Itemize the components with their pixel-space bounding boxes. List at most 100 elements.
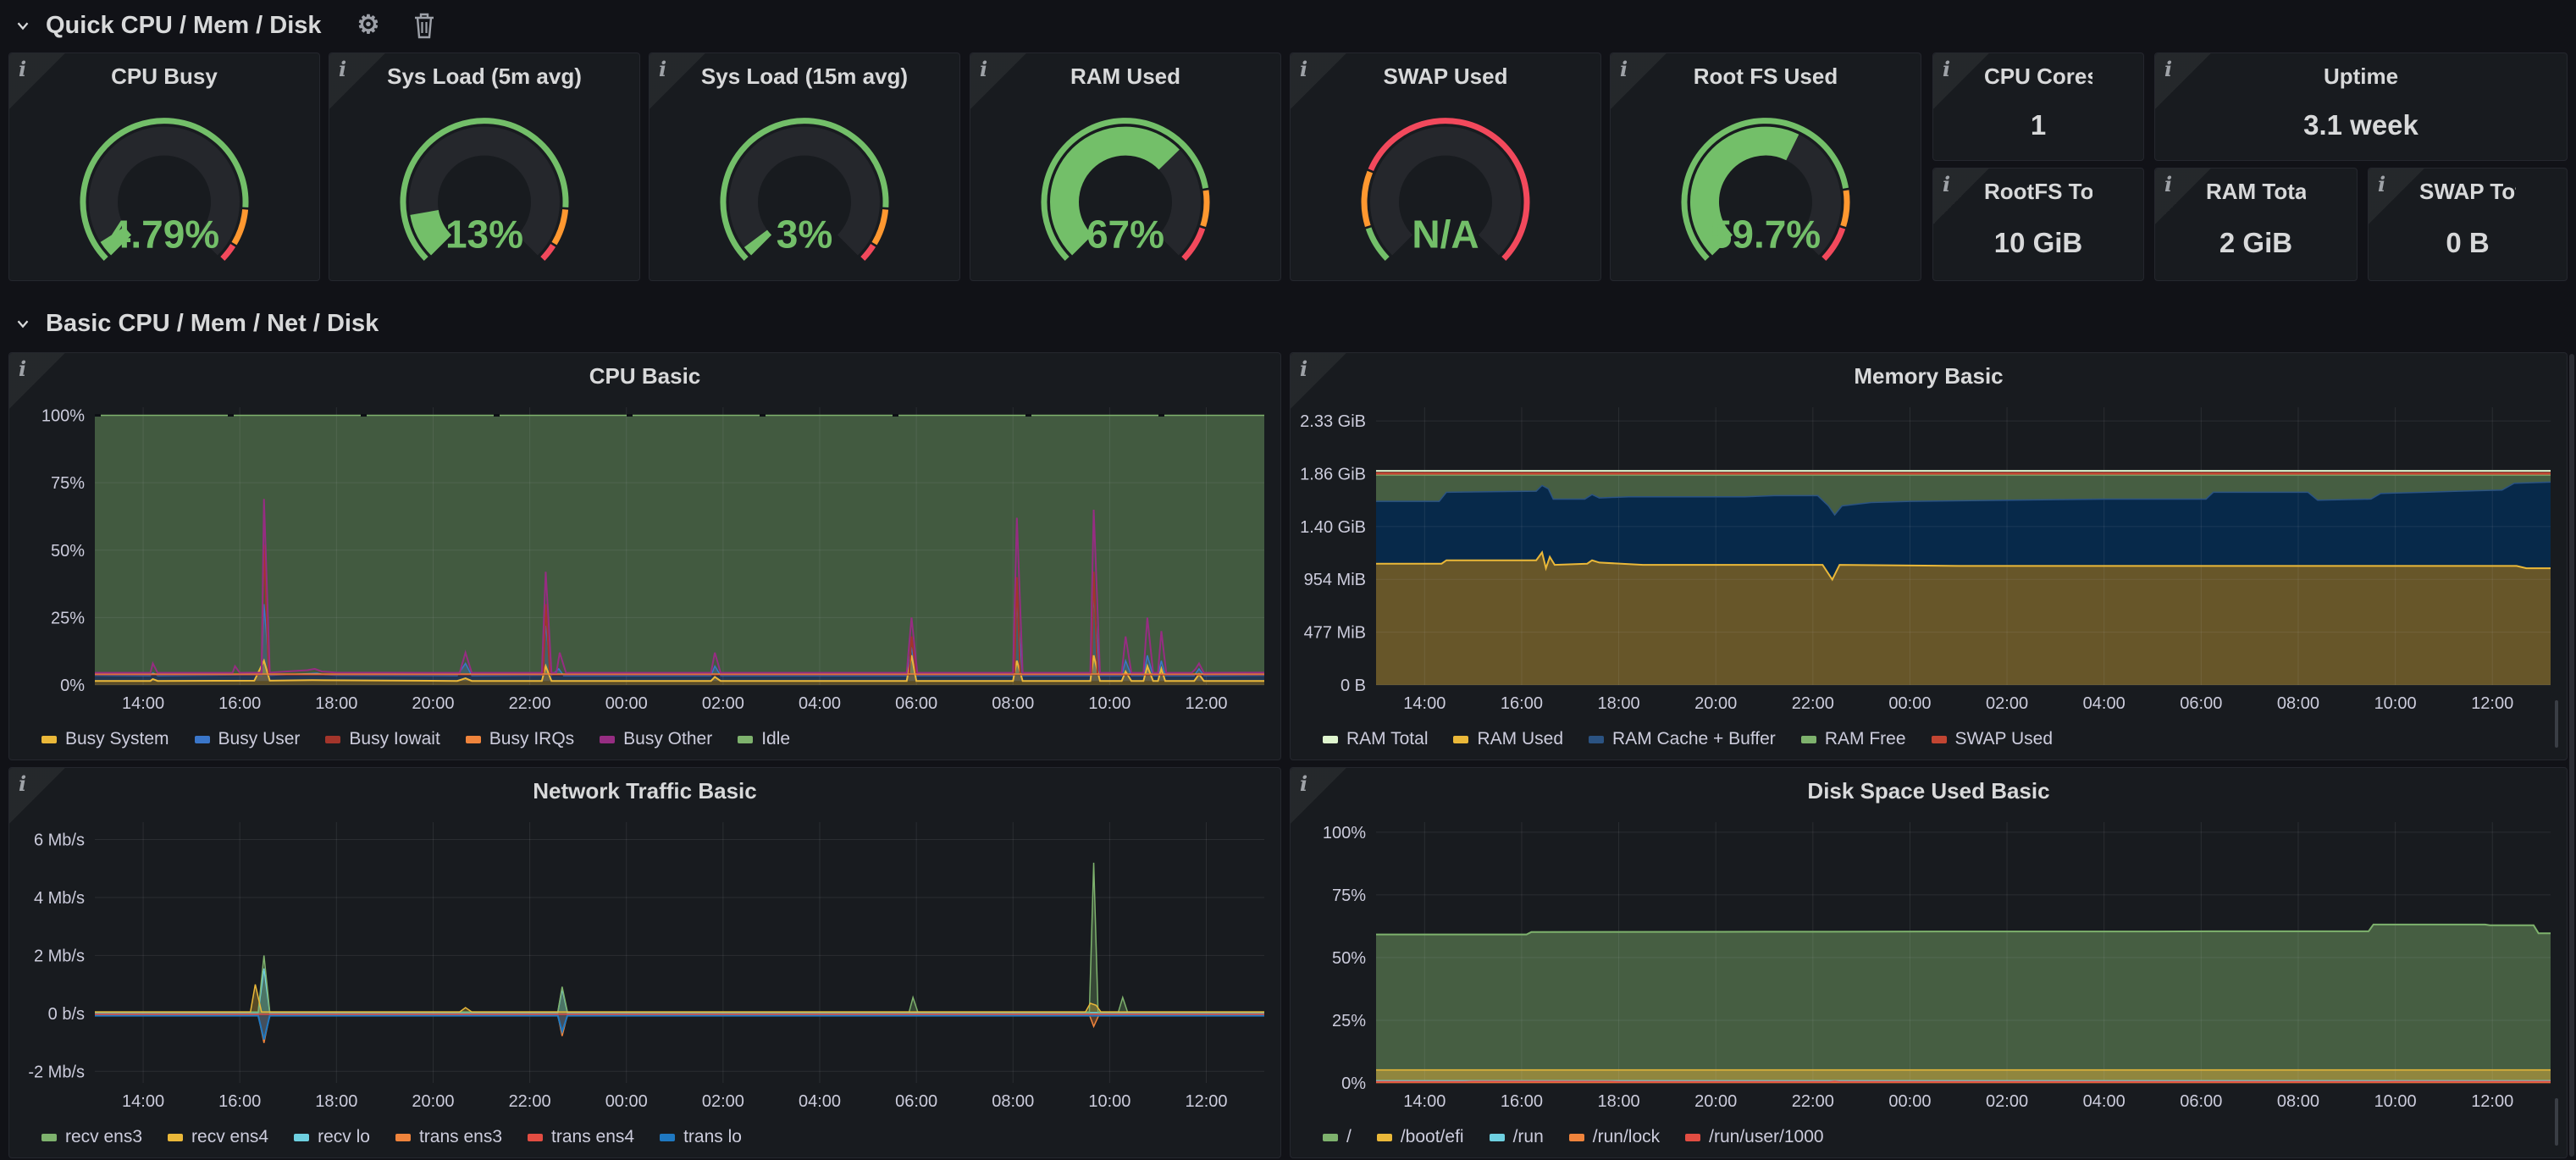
y-axis-tick: 75% bbox=[1332, 887, 1366, 905]
x-axis-tick: 04:00 bbox=[2083, 694, 2125, 713]
legend-label: recv ens3 bbox=[65, 1127, 142, 1147]
legend-item-busy-other[interactable]: Busy Other bbox=[600, 729, 712, 749]
cpu-basic-chart-canvas[interactable]: 0%25%50%75%100%14:0016:0018:0020:0022:00… bbox=[10, 397, 1280, 715]
legend-item--run-lock[interactable]: /run/lock bbox=[1569, 1127, 1660, 1147]
legend-item--boot-efi[interactable]: /boot/efi bbox=[1377, 1127, 1464, 1147]
panel-info-icon[interactable]: i bbox=[2155, 53, 2211, 109]
legend-scrollbar[interactable] bbox=[2555, 1098, 2558, 1146]
stat-value: 2 GiB bbox=[2155, 227, 2357, 259]
legend-item-busy-user[interactable]: Busy User bbox=[195, 729, 301, 749]
legend-item--[interactable]: / bbox=[1323, 1127, 1352, 1147]
gauge-threshold-arc bbox=[1203, 191, 1207, 226]
legend-item-trans-ens3[interactable]: trans ens3 bbox=[395, 1127, 502, 1147]
x-axis-tick: 02:00 bbox=[1986, 694, 2028, 713]
legend-item-recv-ens3[interactable]: recv ens3 bbox=[41, 1127, 142, 1147]
panel-info-icon[interactable]: i bbox=[1933, 53, 1989, 109]
panel-network-traffic-basic: i Network Traffic Basic -2 Mb/s0 b/s2 Mb… bbox=[8, 767, 1281, 1158]
panel-title[interactable]: SWAP Total bbox=[2419, 179, 2516, 205]
series-area-RAM Used bbox=[1376, 552, 2551, 685]
disk-space-chart-canvas[interactable]: 0%25%50%75%100%14:0016:0018:0020:0022:00… bbox=[1291, 812, 2566, 1113]
panel-title[interactable]: RAM Total bbox=[2206, 179, 2306, 205]
series-area-trans lo bbox=[95, 1014, 1264, 1040]
stat-value: 1 bbox=[1933, 109, 2143, 141]
x-axis-tick: 18:00 bbox=[315, 694, 357, 713]
panel-sys-load-15m: i Sys Load (15m avg) 3% bbox=[649, 52, 960, 281]
y-axis-tick: 25% bbox=[1332, 1012, 1366, 1030]
chevron-down-icon bbox=[14, 16, 32, 35]
page-scrollbar-thumb[interactable] bbox=[2569, 354, 2574, 1157]
panel-title[interactable]: Sys Load (15m avg) bbox=[700, 64, 909, 90]
panel-title[interactable]: Uptime bbox=[2206, 64, 2516, 90]
row-delete-trash-icon[interactable] bbox=[412, 10, 437, 41]
legend-item-ram-total[interactable]: RAM Total bbox=[1323, 729, 1428, 749]
row-header-quick-cpu-mem-disk[interactable]: Quick CPU / Mem / Disk ⚙ bbox=[14, 7, 437, 44]
legend-item-recv-lo[interactable]: recv lo bbox=[294, 1127, 370, 1147]
x-axis-tick: 04:00 bbox=[799, 1092, 841, 1111]
legend-item-busy-system[interactable]: Busy System bbox=[41, 729, 169, 749]
x-axis-tick: 14:00 bbox=[122, 1092, 164, 1111]
legend-scrollbar[interactable] bbox=[2555, 700, 2558, 748]
x-axis-tick: 12:00 bbox=[1185, 1092, 1227, 1111]
panel-title[interactable]: CPU Busy bbox=[60, 64, 268, 90]
panel-title[interactable]: RootFS Total bbox=[1984, 179, 2092, 205]
panel-title[interactable]: Root FS Used bbox=[1661, 64, 1870, 90]
y-axis-tick: 2 Mb/s bbox=[34, 947, 85, 965]
y-axis-tick: 25% bbox=[51, 609, 85, 627]
panel-title[interactable]: RAM Used bbox=[1021, 64, 1230, 90]
legend-item-trans-lo[interactable]: trans lo bbox=[660, 1127, 742, 1147]
memory-basic-chart-canvas[interactable]: 0 B477 MiB954 MiB1.40 GiB1.86 GiB2.33 Gi… bbox=[1291, 397, 2566, 715]
x-axis-tick: 06:00 bbox=[2180, 1092, 2222, 1111]
y-axis-tick: -2 Mb/s bbox=[28, 1063, 85, 1081]
legend-item-ram-cache-buffer[interactable]: RAM Cache + Buffer bbox=[1589, 729, 1776, 749]
panel-title[interactable]: Network Traffic Basic bbox=[60, 778, 1230, 804]
legend-item-swap-used[interactable]: SWAP Used bbox=[1932, 729, 2054, 749]
gauge-value: 67% bbox=[1086, 213, 1164, 257]
x-axis-tick: 12:00 bbox=[1185, 694, 1227, 713]
legend-item-ram-free[interactable]: RAM Free bbox=[1801, 729, 1906, 749]
y-axis-tick: 100% bbox=[41, 407, 85, 426]
x-axis-tick: 02:00 bbox=[702, 1092, 744, 1111]
panel-info-icon[interactable]: i bbox=[2369, 168, 2424, 224]
panel-title[interactable]: CPU Cores bbox=[1984, 64, 2092, 90]
panel-title[interactable]: SWAP Used bbox=[1341, 64, 1550, 90]
legend-item--run[interactable]: /run bbox=[1490, 1127, 1544, 1147]
legend-item-ram-used[interactable]: RAM Used bbox=[1453, 729, 1563, 749]
x-axis-tick: 08:00 bbox=[992, 694, 1034, 713]
legend-item--run-user-1000[interactable]: /run/user/1000 bbox=[1685, 1127, 1823, 1147]
row-settings-gear-icon[interactable]: ⚙ bbox=[357, 13, 380, 38]
legend-swatch bbox=[1685, 1134, 1700, 1141]
panel-title[interactable]: CPU Basic bbox=[60, 363, 1230, 389]
row-header-basic-cpu-mem-net-disk[interactable]: Basic CPU / Mem / Net / Disk bbox=[14, 305, 379, 342]
gauge-threshold-arc bbox=[1364, 172, 1370, 226]
panel-title[interactable]: Memory Basic bbox=[1341, 363, 2516, 389]
legend-label: recv ens4 bbox=[191, 1127, 268, 1147]
legend-item-recv-ens4[interactable]: recv ens4 bbox=[168, 1127, 268, 1147]
panel-cpu-basic: i CPU Basic 0%25%50%75%100%14:0016:0018:… bbox=[8, 352, 1281, 760]
network-traffic-chart-canvas[interactable]: -2 Mb/s0 b/s2 Mb/s4 Mb/s6 Mb/s14:0016:00… bbox=[10, 812, 1280, 1113]
row-title: Quick CPU / Mem / Disk bbox=[46, 12, 322, 40]
chevron-down-icon bbox=[14, 314, 32, 333]
legend-item-busy-irqs[interactable]: Busy IRQs bbox=[466, 729, 574, 749]
gauge-value: 4.79% bbox=[109, 213, 219, 257]
gauge-ram-used: 67% bbox=[970, 92, 1280, 275]
panel-sys-load-5m: i Sys Load (5m avg) 13% bbox=[329, 52, 640, 281]
legend-item-trans-ens4[interactable]: trans ens4 bbox=[528, 1127, 634, 1147]
panel-info-icon[interactable]: i bbox=[2155, 168, 2211, 224]
panel-title[interactable]: Sys Load (5m avg) bbox=[380, 64, 589, 90]
legend-label: /run/lock bbox=[1593, 1127, 1660, 1147]
panel-root-fs-used: i Root FS Used 59.7% bbox=[1610, 52, 1921, 281]
legend-label: Busy IRQs bbox=[489, 729, 574, 749]
legend-item-idle[interactable]: Idle bbox=[738, 729, 790, 749]
panel-title[interactable]: Disk Space Used Basic bbox=[1341, 778, 2516, 804]
panel-rootfs-total: i RootFS Total 10 GiB bbox=[1932, 168, 2144, 281]
legend-label: / bbox=[1346, 1127, 1352, 1147]
x-axis-tick: 04:00 bbox=[2083, 1092, 2125, 1111]
legend-item-busy-iowait[interactable]: Busy Iowait bbox=[325, 729, 439, 749]
x-axis-tick: 16:00 bbox=[218, 1092, 261, 1111]
legend-label: Busy Iowait bbox=[349, 729, 439, 749]
legend-swatch bbox=[738, 736, 753, 743]
legend-label: /run/user/1000 bbox=[1709, 1127, 1823, 1147]
panel-info-icon[interactable]: i bbox=[1933, 168, 1989, 224]
x-axis-tick: 02:00 bbox=[702, 694, 744, 713]
legend-swatch bbox=[395, 1134, 411, 1141]
